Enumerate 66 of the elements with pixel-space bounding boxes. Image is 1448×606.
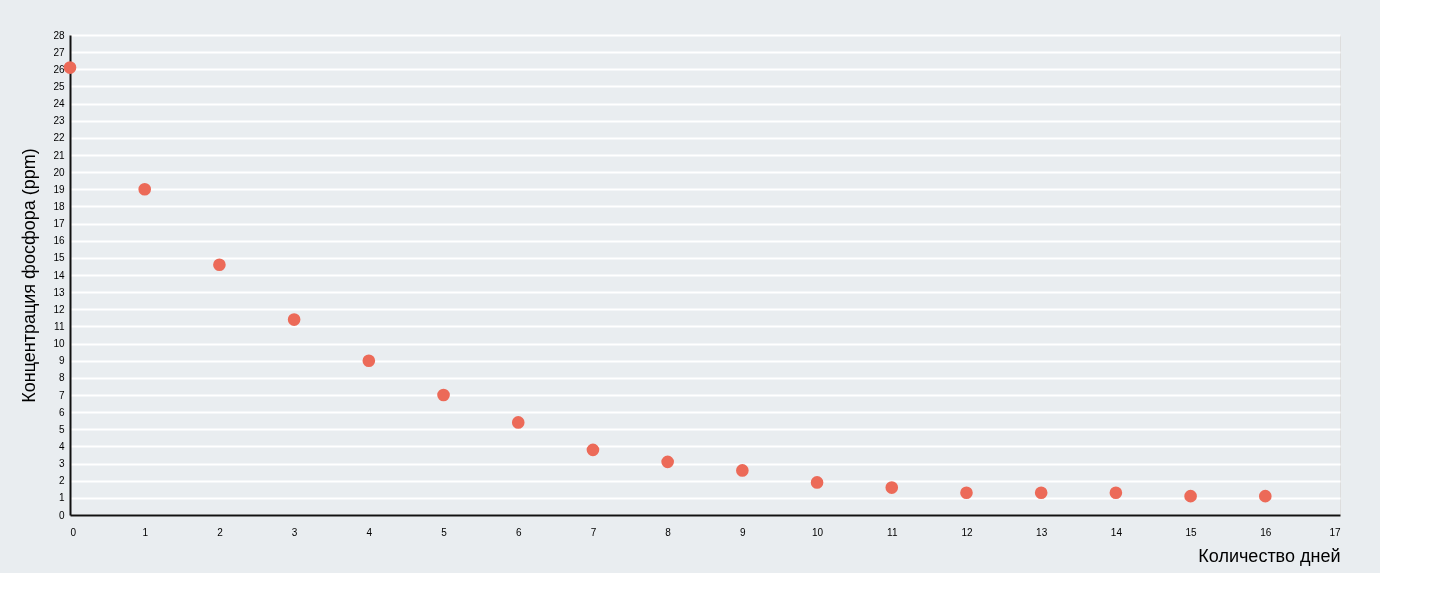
y-tick-label: 5 <box>58 423 65 435</box>
y-tick-label: 27 <box>53 46 65 58</box>
point <box>586 443 600 457</box>
x-tick-label: 13 <box>1036 526 1048 538</box>
point <box>362 354 376 368</box>
y-tick-label: 11 <box>54 320 65 332</box>
y-tick-label: 25 <box>53 80 65 92</box>
x-tick-label: 16 <box>1260 526 1272 538</box>
point <box>885 481 899 494</box>
y-tick-label: 4 <box>58 440 65 452</box>
y-tick-label: 14 <box>53 269 65 281</box>
y-tick-label: 2 <box>58 475 65 487</box>
point <box>661 455 674 469</box>
x-tick-label: 2 <box>217 526 224 538</box>
point <box>960 486 973 500</box>
y-tick-label: 28 <box>53 29 65 41</box>
point <box>810 476 824 489</box>
y-tick-label: 8 <box>58 372 65 384</box>
y-tick-label: 15 <box>53 252 65 264</box>
point <box>1034 486 1048 500</box>
x-tick-label: 12 <box>961 526 973 538</box>
y-tick-label: 21 <box>53 149 65 161</box>
y-tick-label: 22 <box>53 132 65 144</box>
point <box>213 258 226 272</box>
y-tick-label: 1 <box>58 492 65 504</box>
x-tick-label: 6 <box>515 526 522 538</box>
x-axis-title: Количество дней <box>1198 545 1341 566</box>
y-tick-label: 12 <box>53 303 65 315</box>
y-tick-label: 10 <box>53 338 65 350</box>
y-tick-label: 20 <box>53 166 65 178</box>
point <box>287 313 301 326</box>
y-tick-label: 17 <box>53 218 65 230</box>
y-tick-label: 18 <box>53 200 65 212</box>
y-axis-title: Концентрация фосфора (ppm) <box>19 148 40 403</box>
x-tick-label: 8 <box>665 526 672 538</box>
x-tick-label: 15 <box>1185 526 1198 538</box>
y-tick-label: 0 <box>58 509 65 521</box>
y-tick-label: 26 <box>53 63 65 75</box>
y-tick-label: 23 <box>53 115 65 127</box>
x-tick-label: 9 <box>740 526 747 538</box>
y-tick-label: 3 <box>58 458 65 470</box>
y-tick-label: 24 <box>53 98 65 110</box>
point <box>63 61 77 74</box>
point <box>736 464 749 477</box>
x-tick-label: 14 <box>1110 526 1123 538</box>
y-tick-label: 7 <box>58 389 65 401</box>
x-tick-label: 1 <box>142 526 149 538</box>
x-tick-label: 7 <box>590 526 597 538</box>
x-tick-label: 0 <box>70 526 77 538</box>
x-tick-label: 11 <box>887 526 898 538</box>
point <box>1258 489 1272 503</box>
point <box>511 416 525 429</box>
y-tick-label: 13 <box>53 286 65 298</box>
x-tick-label: 10 <box>812 526 824 538</box>
point <box>1109 486 1123 500</box>
y-tick-label: 16 <box>53 235 65 247</box>
x-tick-label: 17 <box>1329 526 1341 538</box>
x-tick-label: 5 <box>441 526 448 538</box>
point <box>138 182 152 196</box>
point <box>1184 489 1197 503</box>
y-tick-label: 19 <box>53 183 65 195</box>
point <box>437 388 450 402</box>
y-tick-label: 9 <box>58 355 65 367</box>
y-tick-label: 6 <box>58 406 65 418</box>
x-tick-label: 3 <box>291 526 298 538</box>
x-tick-label: 4 <box>366 526 373 538</box>
